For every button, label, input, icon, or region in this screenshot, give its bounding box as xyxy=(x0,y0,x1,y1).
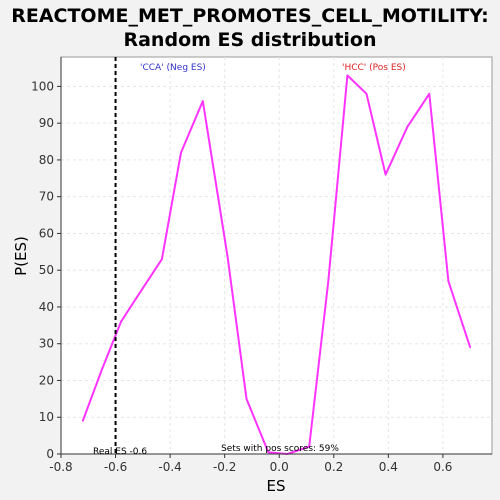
y-tick-label: 10 xyxy=(39,410,54,424)
y-tick-label: 0 xyxy=(46,447,54,461)
data-point xyxy=(180,151,182,154)
y-tick-label: 20 xyxy=(39,373,54,387)
x-tick-label: -0.6 xyxy=(104,460,127,474)
x-tick-label: 0.2 xyxy=(324,460,343,474)
neg-es-label: 'CCA' (Neg ES) xyxy=(140,63,206,73)
chart-subtitle: Random ES distribution xyxy=(123,29,376,51)
data-point xyxy=(161,258,163,260)
x-tick-label: 0.6 xyxy=(433,460,452,474)
y-tick-label: 50 xyxy=(39,263,54,277)
data-point xyxy=(447,280,450,283)
x-axis-label: ES xyxy=(267,477,286,495)
data-point xyxy=(384,173,387,176)
x-ticks: -0.8 -0.6 -0.4 -0.2 0.0 0.2 0.4 0.6 xyxy=(49,454,452,474)
data-point xyxy=(120,320,122,323)
x-tick-label: 0.4 xyxy=(379,460,398,474)
data-point xyxy=(101,368,103,371)
pos-es-label: 'HCC' (Pos ES) xyxy=(342,63,406,73)
pos-scores-label: Sets with pos scores: 59% xyxy=(221,444,339,454)
data-point xyxy=(469,346,471,349)
data-point xyxy=(139,291,141,294)
x-tick-label: -0.4 xyxy=(158,460,181,474)
data-point xyxy=(245,398,248,400)
data-point xyxy=(308,445,311,448)
data-point xyxy=(428,92,431,95)
series-line-0 xyxy=(81,74,472,455)
y-tick-label: 40 xyxy=(39,300,54,314)
data-point xyxy=(202,100,204,102)
y-ticks: 0 10 20 30 40 50 60 70 80 90 100 xyxy=(31,79,61,461)
y-tick-label: 100 xyxy=(31,79,54,93)
y-tick-label: 80 xyxy=(39,153,54,167)
y-tick-label: 70 xyxy=(39,190,54,204)
real-es-label: Real ES -0.6 xyxy=(93,447,147,457)
data-point xyxy=(327,280,330,283)
plot-area xyxy=(60,56,493,455)
series-layer xyxy=(81,74,472,455)
y-axis-label: P(ES) xyxy=(12,236,30,276)
x-tick-label: 0.0 xyxy=(270,460,289,474)
y-tick-label: 90 xyxy=(39,116,54,130)
chart-title: REACTOME_MET_PROMOTES_CELL_MOTILITY: xyxy=(11,5,489,27)
y-tick-label: 30 xyxy=(39,337,54,351)
data-point xyxy=(346,74,349,77)
data-point xyxy=(226,254,229,257)
x-tick-label: -0.2 xyxy=(213,460,236,474)
y-tick-label: 60 xyxy=(39,226,54,240)
data-point xyxy=(82,420,84,422)
data-point xyxy=(267,451,270,453)
data-point xyxy=(365,92,368,95)
data-point xyxy=(406,126,409,128)
x-tick-label: -0.8 xyxy=(49,460,72,474)
